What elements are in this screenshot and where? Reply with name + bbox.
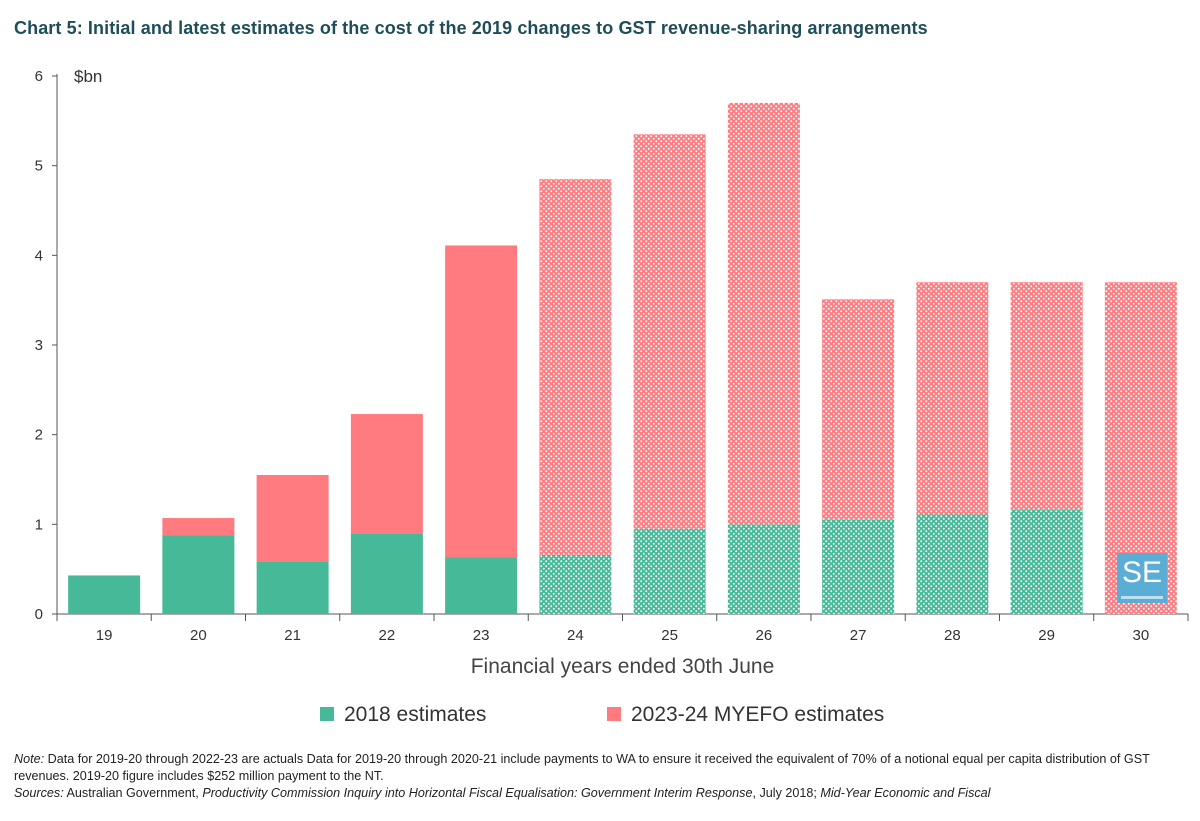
y-axis-unit-label: $bn — [74, 67, 102, 86]
bar-2018-estimate — [68, 575, 141, 614]
legend-swatch-myefo — [607, 707, 621, 721]
bar-2018-estimate — [445, 557, 518, 614]
note-text: Data for 2019-20 through 2022-23 are act… — [14, 752, 1150, 783]
y-tick-label: 1 — [35, 516, 43, 533]
legend-label-myefo: 2023-24 MYEFO estimates — [631, 703, 884, 726]
legend-swatch-2018 — [320, 707, 334, 721]
sources-text-2: , July 2018; — [752, 786, 821, 800]
sources-title-1: Productivity Commission Inquiry into Hor… — [202, 786, 753, 800]
bar-myefo-estimate — [162, 518, 235, 536]
bar-2018-estimate — [162, 535, 235, 614]
x-tick-label: 19 — [96, 627, 113, 644]
bar-myefo-estimate — [256, 475, 329, 562]
note-label: Note: — [14, 752, 45, 766]
x-tick-label: 20 — [190, 627, 207, 644]
y-tick-label: 5 — [35, 158, 43, 175]
x-tick-label: 28 — [944, 627, 961, 644]
sources-label: Sources: — [14, 786, 64, 800]
sources-paragraph: Sources: Australian Government, Producti… — [14, 785, 1190, 802]
logo-fine-print — [1121, 596, 1163, 599]
bar-2018-estimate — [1010, 509, 1083, 614]
sources-text-1: Australian Government, — [63, 786, 203, 800]
chart-title: Chart 5: Initial and latest estimates of… — [14, 18, 928, 38]
bar-myefo-estimate — [539, 179, 612, 555]
x-tick-label: 24 — [567, 627, 584, 644]
bar-myefo-estimate — [727, 102, 800, 525]
y-tick-label: 3 — [35, 337, 43, 354]
sources-title-2: Mid-Year Economic and Fiscal — [820, 786, 991, 800]
bar-2018-estimate — [727, 524, 800, 614]
bar-2018-estimate — [539, 554, 612, 614]
bar-myefo-estimate — [916, 282, 989, 515]
logo-text: SE — [1121, 556, 1163, 589]
note-paragraph: Note: Data for 2019-20 through 2022-23 a… — [14, 751, 1190, 785]
bar-2018-estimate — [633, 528, 706, 614]
y-tick-label: 6 — [35, 68, 43, 85]
x-tick-label: 27 — [850, 627, 867, 644]
bar-myefo-estimate — [822, 299, 895, 520]
x-tick-label: 25 — [661, 627, 678, 644]
bar-myefo-estimate — [1010, 282, 1083, 510]
bar-2018-estimate — [256, 561, 329, 614]
bar-2018-estimate — [916, 514, 989, 614]
x-tick-label: 30 — [1133, 627, 1150, 644]
y-tick-label: 2 — [35, 427, 43, 444]
bar-2018-estimate — [350, 533, 423, 614]
y-tick-label: 4 — [35, 247, 43, 264]
x-axis-title: Financial years ended 30th June — [471, 655, 775, 678]
x-tick-label: 26 — [756, 627, 773, 644]
bar-myefo-estimate — [633, 134, 706, 529]
bar-2018-estimate — [822, 519, 895, 614]
x-tick-label: 21 — [284, 627, 301, 644]
y-tick-label: 0 — [35, 606, 43, 623]
footnotes: Note: Data for 2019-20 through 2022-23 a… — [14, 751, 1190, 802]
bar-myefo-estimate — [445, 245, 518, 558]
bar-myefo-estimate — [350, 414, 423, 534]
x-tick-label: 22 — [379, 627, 396, 644]
x-tick-label: 23 — [473, 627, 490, 644]
se-logo: SE — [1117, 553, 1167, 603]
x-tick-label: 29 — [1038, 627, 1055, 644]
legend-label-2018: 2018 estimates — [344, 703, 486, 726]
